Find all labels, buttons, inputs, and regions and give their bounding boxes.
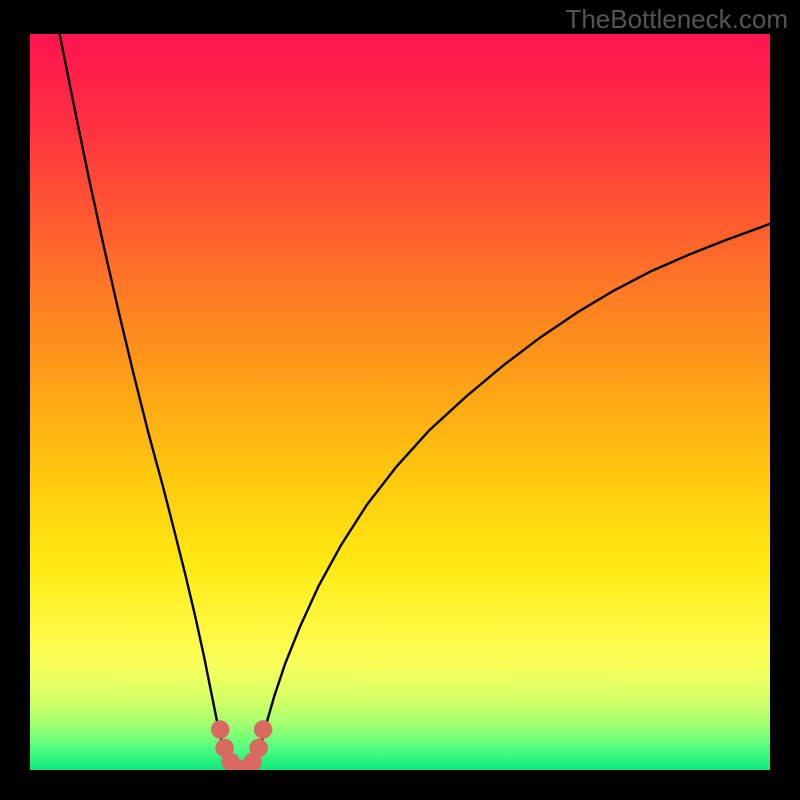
min-marker bbox=[254, 720, 273, 739]
min-marker bbox=[249, 739, 268, 758]
plot-area bbox=[30, 34, 770, 770]
min-marker bbox=[211, 720, 230, 739]
watermark-text: TheBottleneck.com bbox=[565, 4, 788, 35]
plot-svg bbox=[30, 34, 770, 770]
